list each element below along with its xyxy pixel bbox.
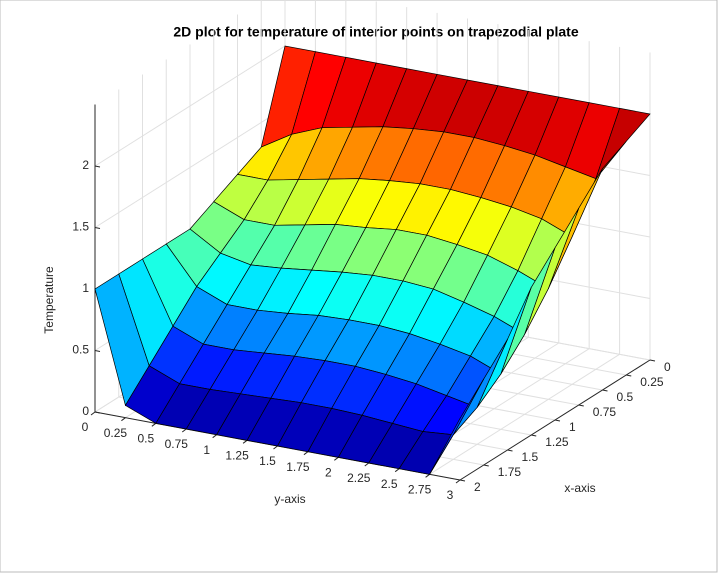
z-tick-label: 1.5 (72, 220, 89, 234)
x-tick-label: 1.5 (522, 450, 539, 464)
y-tick-label: 2 (325, 466, 332, 480)
z-tick-label: 0 (82, 404, 89, 418)
tick-mark (425, 473, 430, 478)
x-tick-label: 0 (664, 360, 671, 374)
tick-mark (578, 404, 584, 407)
tick-mark (94, 165, 101, 168)
tick-mark (94, 227, 101, 229)
y-axis-label: y-axis (274, 492, 305, 506)
x-axis-label: x-axis (564, 481, 595, 495)
z-tick-label: 2 (82, 158, 89, 172)
tick-mark (364, 462, 370, 467)
z-tick-label: 1 (82, 281, 89, 295)
x-tick-label: 0.75 (593, 405, 617, 419)
y-tick-label: 1 (203, 443, 210, 457)
tick-mark (483, 464, 489, 467)
x-tick-label: 1.75 (498, 465, 522, 479)
tick-mark (303, 451, 309, 456)
y-tick-label: 1.75 (286, 460, 310, 474)
y-tick-label: 2.25 (347, 471, 371, 485)
y-tick-label: 1.5 (259, 454, 276, 468)
tick-mark (181, 428, 187, 433)
y-tick-label: 0.75 (165, 437, 189, 451)
y-tick-label: 0 (82, 420, 89, 434)
y-tick-label: 0.5 (137, 432, 154, 446)
y-tick-label: 2.5 (381, 477, 398, 491)
tick-mark (273, 445, 278, 450)
tick-mark (121, 417, 126, 422)
x-tick-label: 1 (569, 420, 576, 434)
tick-mark (455, 479, 461, 484)
tick-mark (531, 434, 537, 437)
tick-mark (242, 439, 248, 444)
y-tick-label: 3 (447, 488, 454, 502)
z-tick-label: 0.5 (72, 343, 89, 357)
tick-mark (394, 468, 400, 473)
tick-mark (151, 422, 157, 427)
tick-mark (212, 434, 217, 439)
tick-mark (94, 411, 101, 414)
y-tick-label: 2.75 (408, 483, 432, 497)
tick-mark (507, 449, 513, 452)
grid-line (94, 107, 286, 228)
y-tick-label: 1.25 (225, 449, 249, 463)
grid-line (429, 353, 620, 475)
z-axis-label: Temperature (42, 266, 56, 334)
tick-mark (626, 374, 632, 377)
y-tick-label: 0.25 (104, 426, 128, 440)
x-tick-label: 0.25 (640, 375, 664, 389)
tick-mark (334, 456, 339, 461)
tick-mark (554, 419, 561, 422)
tick-mark (94, 350, 101, 352)
tick-mark (602, 389, 608, 392)
surface-cell (429, 378, 485, 475)
x-tick-label: 0.5 (617, 390, 634, 404)
tick-mark (649, 359, 656, 362)
x-tick-label: 1.25 (545, 435, 569, 449)
tick-mark (459, 479, 466, 482)
x-tick-label: 2 (474, 480, 481, 494)
tick-mark (90, 411, 96, 416)
grid-line (94, 45, 286, 167)
